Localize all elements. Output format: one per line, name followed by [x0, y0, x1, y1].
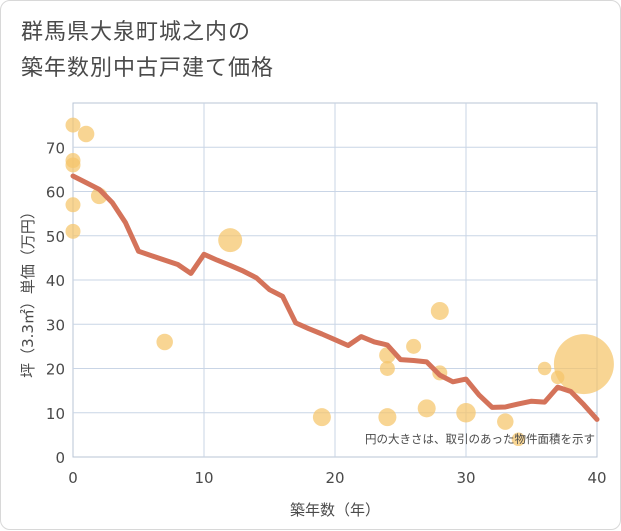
chart-title-line2: 築年数別中古戸建て価格: [21, 56, 275, 81]
x-tick-label: 10: [194, 469, 213, 487]
trend-line: [70, 173, 600, 422]
bubble-point: [65, 117, 81, 133]
bubble-point: [417, 399, 436, 418]
bubble-point: [430, 301, 449, 320]
bubble-point: [379, 361, 395, 376]
bubble-point: [456, 403, 476, 423]
y-tick-label: 10: [46, 405, 65, 423]
y-tick-label: 70: [46, 139, 65, 157]
bubble-point: [65, 197, 81, 213]
y-tick-label: 30: [46, 316, 65, 334]
bubble-point: [406, 338, 422, 354]
grid-lines: [73, 103, 597, 457]
x-tick-label: 20: [325, 469, 344, 487]
bubble-point: [553, 334, 614, 395]
y-tick-label: 20: [46, 361, 65, 379]
y-tick-label: 50: [46, 228, 65, 246]
y-tick-label: 60: [46, 184, 65, 202]
x-tick-label: 40: [587, 469, 606, 487]
size-note: 円の大きさは、取引のあった物件面積を示す: [365, 432, 595, 446]
x-axis-label: 築年数（年）: [290, 501, 380, 519]
y-axis-ticks: 0 10 20 30 40 50 60 70: [46, 139, 65, 467]
y-tick-label: 40: [46, 272, 65, 290]
bubble-point: [77, 125, 95, 143]
x-tick-label: 0: [68, 469, 78, 487]
x-axis-ticks: 0 10 20 30 40: [68, 469, 606, 487]
bubble-point: [511, 432, 526, 447]
chart-title-line1: 群馬県大泉町城之内の: [21, 20, 252, 45]
bubble-point: [65, 157, 81, 173]
bubble-point: [312, 408, 331, 427]
trend-series: [70, 173, 600, 422]
bubble-point: [218, 228, 243, 253]
bubble-point: [378, 408, 397, 427]
bubble-point: [497, 413, 514, 430]
x-tick-label: 30: [456, 469, 475, 487]
bubble-point: [537, 361, 552, 376]
chart-title: 群馬県大泉町城之内の 築年数別中古戸建て価格: [21, 15, 274, 87]
y-axis-label: 坪（3.3㎡）単価（万円）: [19, 204, 37, 378]
y-tick-label: 0: [55, 449, 65, 467]
bubble-point: [156, 333, 173, 351]
bubble-point: [65, 223, 81, 239]
